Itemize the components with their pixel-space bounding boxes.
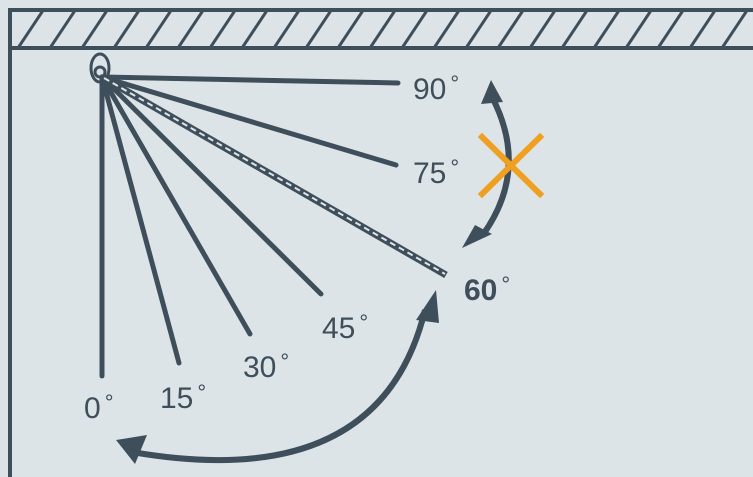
angle-label-75: 75 ° [413,155,459,190]
forbidden-range-arrow [462,80,512,248]
angle-label-30: 30 ° [243,349,289,384]
ray-15 [99,74,182,366]
double-arrow-icon [116,290,439,464]
ray-45 [99,74,324,297]
cross-icon [477,132,545,199]
angle-label-0: 0 ° [84,390,114,425]
angle-rays [99,74,401,379]
angle-label-90: 90 ° [413,71,459,106]
ray-90 [99,74,401,86]
ray-75 [99,74,399,168]
angle-label-15: 15 ° [160,380,206,415]
angle-label-60: 60 ° [464,272,510,307]
ray-30 [99,74,253,337]
angle-labels: 0 ° 15 ° 30 ° 45 ° 60 ° 75 ° 90 ° [84,71,510,425]
angle-label-45: 45 ° [322,310,368,345]
ray-60 [100,73,448,279]
